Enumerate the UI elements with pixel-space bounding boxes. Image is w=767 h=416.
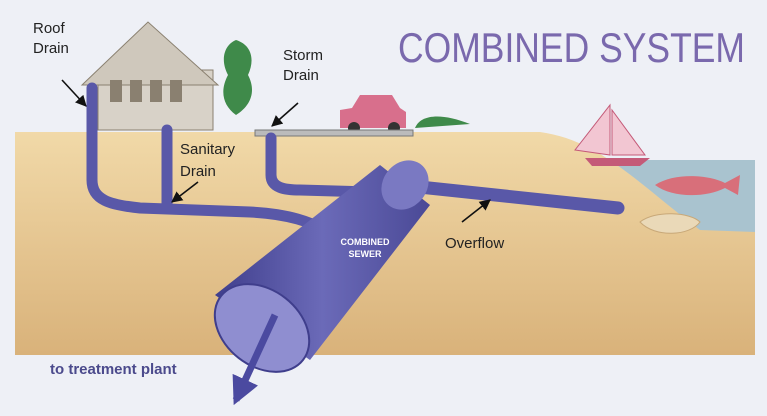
label: SEWER xyxy=(348,249,382,259)
label: Overflow xyxy=(445,235,504,252)
title: COMBINED SYSTEM xyxy=(398,24,745,71)
label: Drain xyxy=(33,40,69,57)
label: Sanitary xyxy=(180,141,236,158)
tree xyxy=(223,40,252,115)
label: Drain xyxy=(283,67,319,84)
label: Drain xyxy=(180,163,216,180)
label: COMBINED xyxy=(341,237,390,247)
label: Roof xyxy=(33,20,66,37)
label: Storm xyxy=(283,47,323,64)
label: to treatment plant xyxy=(50,361,177,378)
diagram: COMBINED SYSTEM Roof Drain Storm Drain S… xyxy=(0,0,767,416)
storm-grate xyxy=(255,130,413,136)
